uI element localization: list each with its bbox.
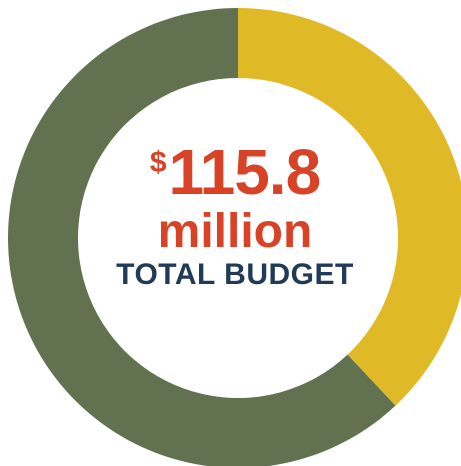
center-label: $115.8 million TOTAL BUDGET <box>80 140 390 290</box>
budget-unit: million <box>157 205 313 258</box>
currency-symbol: $ <box>149 146 167 179</box>
donut-slices <box>8 8 461 466</box>
donut-slice-1 <box>238 8 461 406</box>
budget-amount-line: $115.8 <box>80 140 390 204</box>
donut-slice-2 <box>8 8 396 466</box>
budget-amount: 115.8 <box>168 136 322 208</box>
total-budget-caption: TOTAL BUDGET <box>116 258 354 291</box>
